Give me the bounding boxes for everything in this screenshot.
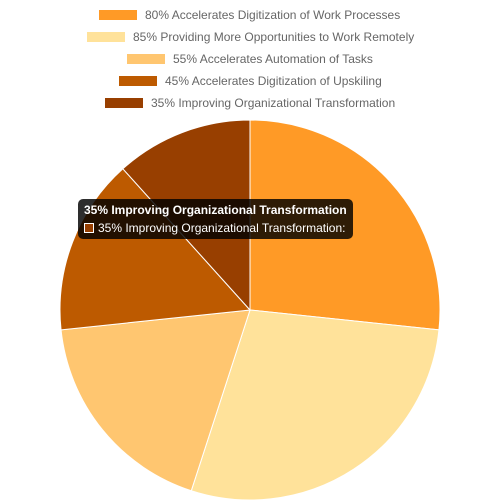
legend-label-work-processes: 80% Accelerates Digitization of Work Pro… — [145, 8, 401, 22]
legend-swatch-automation — [126, 53, 166, 65]
tooltip-label: 35% Improving Organizational Transformat… — [98, 221, 346, 235]
tooltip: 35% Improving Organizational Transformat… — [78, 199, 353, 239]
legend-item-work-processes[interactable]: 80% Accelerates Digitization of Work Pro… — [98, 7, 400, 23]
pie-slice-work-remotely[interactable] — [190, 309, 440, 500]
legend-label-transformation: 35% Improving Organizational Transformat… — [151, 96, 396, 110]
legend-item-automation[interactable]: 55% Accelerates Automation of Tasks — [126, 51, 373, 67]
legend-item-work-remotely[interactable]: 85% Providing More Opportunities to Work… — [86, 29, 414, 45]
legend-label-automation: 55% Accelerates Automation of Tasks — [173, 52, 373, 66]
legend-swatch-work-remotely — [86, 31, 126, 43]
tooltip-body: 35% Improving Organizational Transformat… — [84, 222, 347, 234]
pie-slice-automation[interactable] — [60, 309, 251, 492]
legend-label-work-remotely: 85% Providing More Opportunities to Work… — [133, 30, 415, 44]
legend-swatch-transformation — [104, 97, 144, 109]
legend-item-transformation[interactable]: 35% Improving Organizational Transformat… — [104, 95, 395, 111]
legend-swatch-upskiling — [118, 75, 158, 87]
legend-label-upskiling: 45% Accelerates Digitization of Upskilin… — [165, 74, 382, 88]
legend-item-upskiling[interactable]: 45% Accelerates Digitization of Upskilin… — [118, 73, 382, 89]
tooltip-title: 35% Improving Organizational Transformat… — [84, 203, 347, 217]
tooltip-swatch — [84, 223, 94, 233]
legend-swatch-work-processes — [98, 9, 138, 21]
